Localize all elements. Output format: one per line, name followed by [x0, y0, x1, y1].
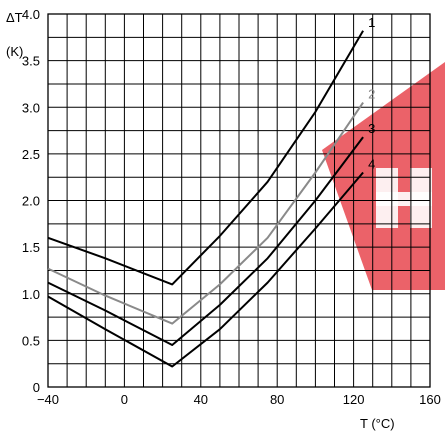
series-line-3 [47, 136, 364, 346]
series-label-2: 2 [368, 87, 375, 102]
y-tick-label: 0 [33, 380, 40, 395]
x-axis-label: T (°C) [360, 416, 395, 431]
y-tick-label: 2.0 [22, 194, 40, 209]
y-tick-label: 3.0 [22, 100, 40, 115]
series-line-1 [47, 30, 364, 286]
x-tick-label: 40 [194, 392, 208, 407]
y-axis-symbol: ΔT [6, 10, 23, 25]
grid [47, 13, 431, 388]
x-tick-label: −40 [37, 392, 59, 407]
x-tick-label: 120 [343, 392, 365, 407]
y-tick-label: 4.0 [22, 7, 40, 22]
watermark-shape [376, 192, 432, 206]
y-tick-label: 1.0 [22, 287, 40, 302]
series-label-4: 4 [368, 157, 375, 172]
series-label-1: 1 [368, 15, 375, 30]
x-tick-label: 160 [419, 392, 441, 407]
y-axis-unit: (K) [6, 44, 23, 59]
y-tick-label: 1.5 [22, 240, 40, 255]
series-line-2 [47, 102, 364, 325]
x-tick-label: 0 [121, 392, 128, 407]
watermark-logo [322, 62, 445, 290]
plot-frame [47, 13, 431, 388]
y-tick-label: 2.5 [22, 147, 40, 162]
x-tick-label: 80 [270, 392, 284, 407]
y-tick-label: 3.5 [22, 54, 40, 69]
y-tick-label: 0.5 [22, 333, 40, 348]
series-line-4 [47, 171, 364, 368]
series-label-3: 3 [368, 121, 375, 136]
plot-curves: 1 2 3 4 [47, 15, 375, 368]
